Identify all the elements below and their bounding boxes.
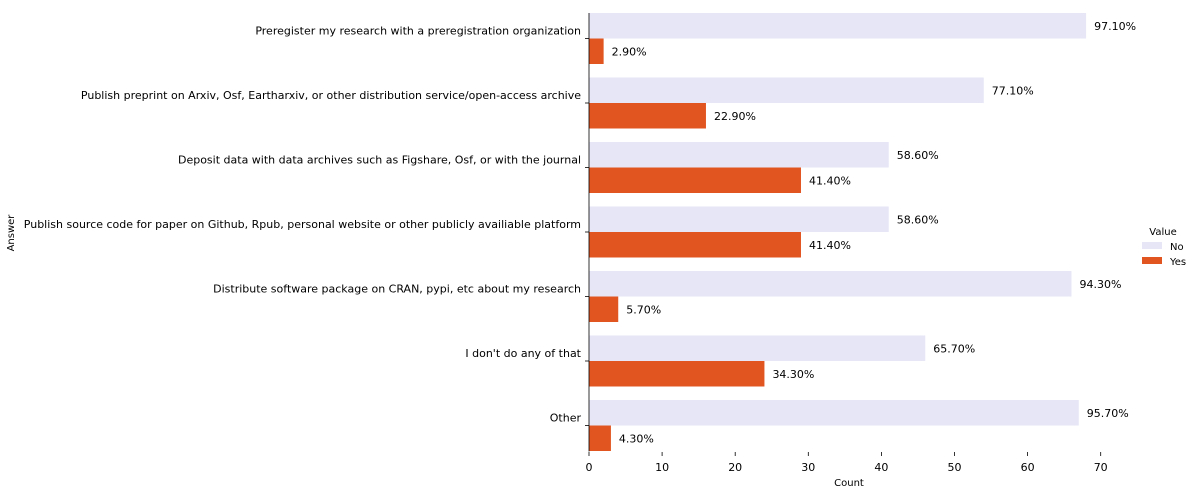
x-tick-label: 70 xyxy=(1094,461,1108,474)
legend-label: Yes xyxy=(1169,257,1186,268)
data-label: 58.60% xyxy=(897,213,939,226)
data-label: 34.30% xyxy=(772,368,814,381)
legend-title: Value xyxy=(1149,227,1176,238)
category-label: Other xyxy=(550,412,582,425)
category-label: Publish preprint on Arxiv, Osf, Eartharx… xyxy=(81,89,581,102)
category-labels: Preregister my research with a preregist… xyxy=(24,25,589,426)
bar-no xyxy=(589,142,889,168)
data-label: 5.70% xyxy=(626,303,661,316)
bar-no xyxy=(589,335,926,361)
x-tick-label: 50 xyxy=(948,461,962,474)
bar-yes xyxy=(589,38,604,64)
y-axis-title: Answer xyxy=(6,214,17,252)
legend: Value No Yes xyxy=(1142,227,1186,268)
data-label: 95.70% xyxy=(1087,407,1129,420)
x-axis: 0 10 20 30 40 50 60 70 xyxy=(586,13,1108,474)
x-tick-label: 40 xyxy=(874,461,888,474)
data-label: 2.90% xyxy=(612,45,647,58)
data-label: 94.30% xyxy=(1079,278,1121,291)
value-labels: 97.10% 2.90% 77.10% 22.90% 58.60% 41.40% 58.60… xyxy=(612,20,1136,446)
category-label: Preregister my research with a preregist… xyxy=(255,25,581,38)
x-tick-label: 20 xyxy=(728,461,742,474)
bar-yes xyxy=(589,296,619,322)
data-label: 41.40% xyxy=(809,239,851,252)
data-label: 22.90% xyxy=(714,110,756,123)
bar-no xyxy=(589,77,984,103)
bar-yes xyxy=(589,425,611,451)
data-label: 41.40% xyxy=(809,174,851,187)
bar-no xyxy=(589,13,1087,39)
legend-swatch-yes xyxy=(1142,257,1162,264)
bar-no xyxy=(589,206,889,232)
data-label: 97.10% xyxy=(1094,20,1136,33)
data-label: 77.10% xyxy=(992,84,1034,97)
bar-no xyxy=(589,400,1079,426)
bar-yes xyxy=(589,167,801,193)
bars xyxy=(589,13,1087,451)
legend-label: No xyxy=(1170,242,1184,253)
x-tick-label: 60 xyxy=(1021,461,1035,474)
data-label: 58.60% xyxy=(897,149,939,162)
category-label: Publish source code for paper on Github,… xyxy=(24,218,581,231)
x-tick-label: 0 xyxy=(586,461,593,474)
category-label: I don't do any of that xyxy=(465,347,581,360)
x-tick-label: 10 xyxy=(655,461,669,474)
bar-yes xyxy=(589,232,801,258)
bar-yes xyxy=(589,361,765,387)
bar-yes xyxy=(589,103,706,129)
category-label: Distribute software package on CRAN, pyp… xyxy=(213,283,581,296)
legend-swatch-no xyxy=(1142,242,1162,249)
x-tick-label: 30 xyxy=(801,461,815,474)
bar-no xyxy=(589,271,1072,297)
category-label: Deposit data with data archives such as … xyxy=(178,154,581,167)
data-label: 65.70% xyxy=(933,342,975,355)
data-label: 4.30% xyxy=(619,432,654,445)
x-axis-title: Count xyxy=(834,478,864,489)
